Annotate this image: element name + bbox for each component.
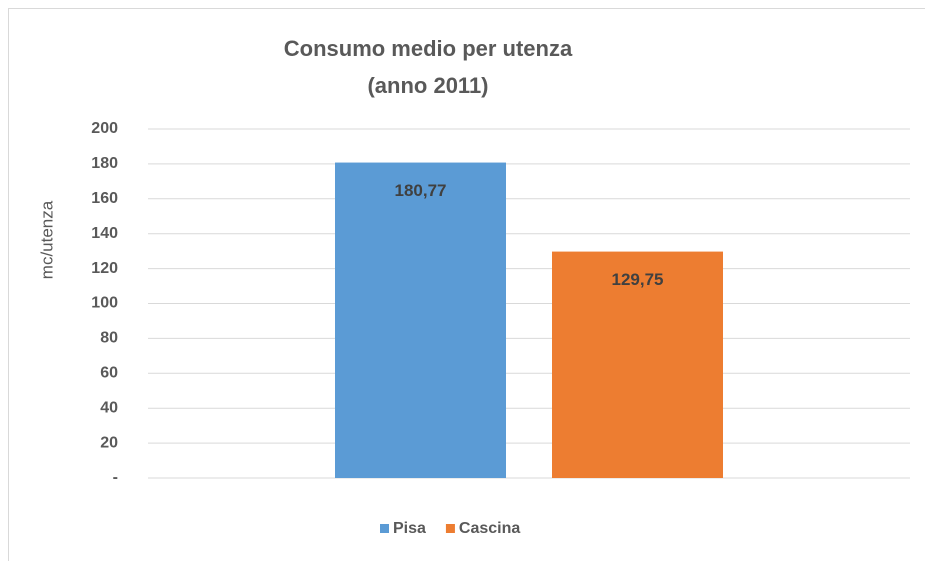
value-label: 180,77 <box>395 181 447 200</box>
y-tick-label: 140 <box>91 225 118 242</box>
legend-swatch <box>380 524 389 533</box>
y-axis-label: mc/utenza <box>37 200 56 279</box>
y-tick-label: 200 <box>91 120 118 137</box>
legend-swatch <box>445 524 455 533</box>
y-tick-label: 80 <box>100 330 118 347</box>
value-label: 129,75 <box>612 270 664 289</box>
legend-label: Cascina <box>459 520 520 537</box>
bar <box>552 251 723 478</box>
y-tick-label: 60 <box>100 365 118 382</box>
y-tick-label: - <box>113 469 118 486</box>
bar <box>335 162 506 479</box>
y-tick-label: 40 <box>100 399 118 416</box>
legend-label: Pisa <box>393 520 426 537</box>
y-tick-label: 160 <box>91 190 118 207</box>
y-tick-label: 120 <box>91 260 118 277</box>
chart-subtitle: (anno 2011) <box>367 73 488 98</box>
y-tick-label: 100 <box>91 295 118 312</box>
chart-title: Consumo medio per utenza <box>284 36 573 61</box>
y-tick-label: 180 <box>91 155 118 172</box>
y-tick-label: 20 <box>100 434 118 451</box>
chart-border <box>8 8 925 561</box>
